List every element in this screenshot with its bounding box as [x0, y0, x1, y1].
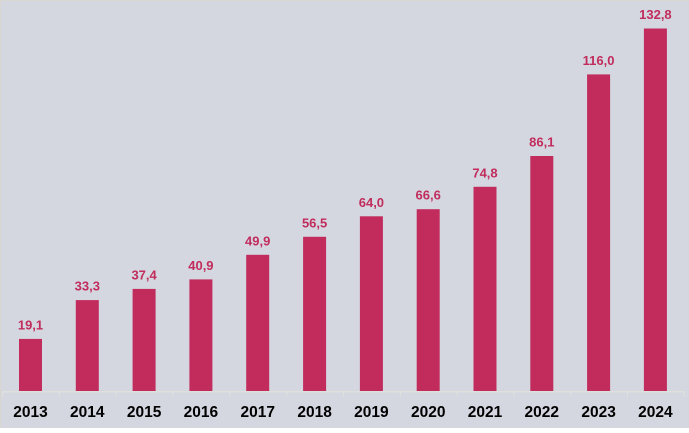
svg-text:2016: 2016	[184, 404, 219, 421]
svg-text:2024: 2024	[638, 404, 673, 421]
svg-text:40,9: 40,9	[188, 258, 213, 273]
svg-text:2015: 2015	[127, 404, 162, 421]
svg-text:132,8: 132,8	[639, 7, 672, 22]
svg-text:33,3: 33,3	[75, 279, 100, 294]
svg-text:116,0: 116,0	[583, 53, 615, 68]
svg-text:56,5: 56,5	[302, 215, 327, 230]
svg-text:2021: 2021	[468, 404, 503, 421]
svg-text:2014: 2014	[70, 404, 105, 421]
svg-text:2020: 2020	[411, 404, 445, 421]
svg-text:19,1: 19,1	[18, 317, 43, 332]
svg-text:66,6: 66,6	[416, 188, 441, 203]
svg-text:2023: 2023	[581, 404, 616, 421]
svg-text:2013: 2013	[13, 404, 48, 421]
svg-text:37,4: 37,4	[131, 267, 157, 282]
svg-text:86,1: 86,1	[529, 135, 554, 150]
svg-text:2019: 2019	[354, 404, 389, 421]
svg-text:64,0: 64,0	[359, 195, 384, 210]
svg-text:2018: 2018	[297, 404, 332, 421]
svg-text:74,8: 74,8	[472, 165, 497, 180]
svg-text:2022: 2022	[525, 404, 559, 421]
svg-text:49,9: 49,9	[245, 233, 270, 248]
svg-text:2017: 2017	[240, 404, 274, 421]
